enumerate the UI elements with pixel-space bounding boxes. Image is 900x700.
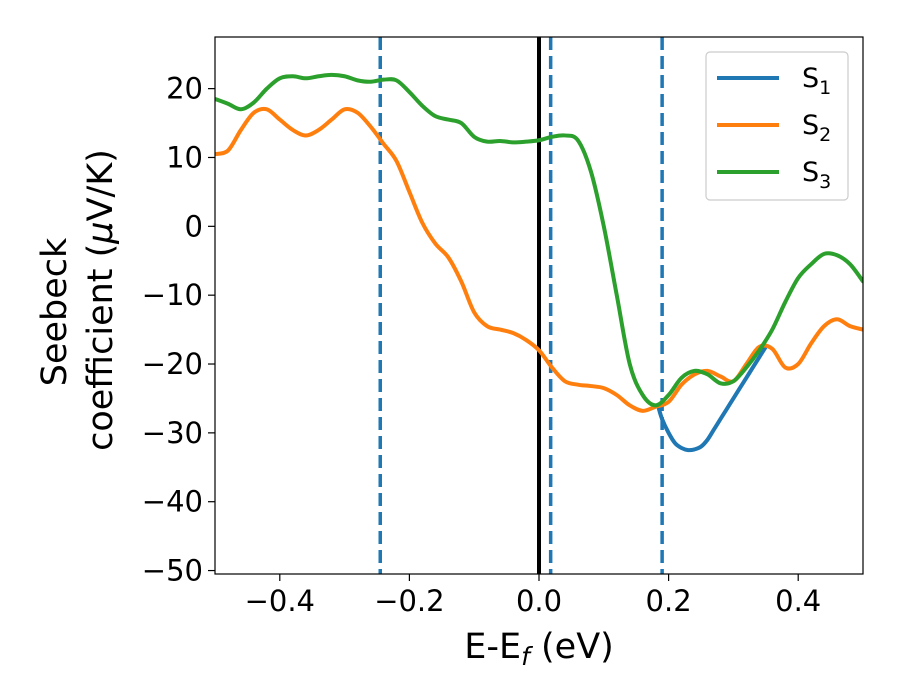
y-tick-label: −20 (142, 347, 203, 381)
legend-label-s2: S2 (802, 110, 831, 146)
y-tick-label: 20 (166, 72, 203, 106)
y-tick-label: 0 (185, 209, 203, 243)
x-axis-ticks: −0.4 −0.2 0.0 0.2 0.4 (245, 574, 821, 618)
x-tick-label: 0.2 (646, 584, 692, 618)
legend-label-s3: S3 (802, 157, 831, 193)
legend: S1 S2 S3 (705, 51, 849, 201)
y-tick-label: −30 (142, 416, 203, 450)
y-axis-title-line1: Seebeck (35, 237, 75, 386)
x-tick-label: −0.4 (245, 584, 315, 618)
series-line-s1 (656, 344, 768, 453)
y-axis-title-line2: coefficient (μV/K) (81, 149, 121, 451)
x-tick-label: −0.2 (374, 584, 444, 618)
vertical-reference-lines (378, 37, 664, 574)
x-axis-title: E-Ef (eV) (464, 627, 614, 671)
y-tick-label: −50 (142, 554, 203, 588)
x-tick-label: 0.0 (516, 584, 562, 618)
x-tick-label: 0.4 (775, 584, 821, 618)
y-tick-label: −10 (142, 278, 203, 312)
data-series (215, 72, 863, 453)
y-axis-ticks: −50 −40 −30 −20 −10 0 10 20 (142, 72, 215, 588)
series-line-s3 (215, 72, 863, 408)
series-line-s2 (215, 106, 863, 413)
legend-label-s1: S1 (802, 63, 831, 99)
y-tick-label: −40 (142, 485, 203, 519)
y-tick-label: 10 (166, 140, 203, 174)
